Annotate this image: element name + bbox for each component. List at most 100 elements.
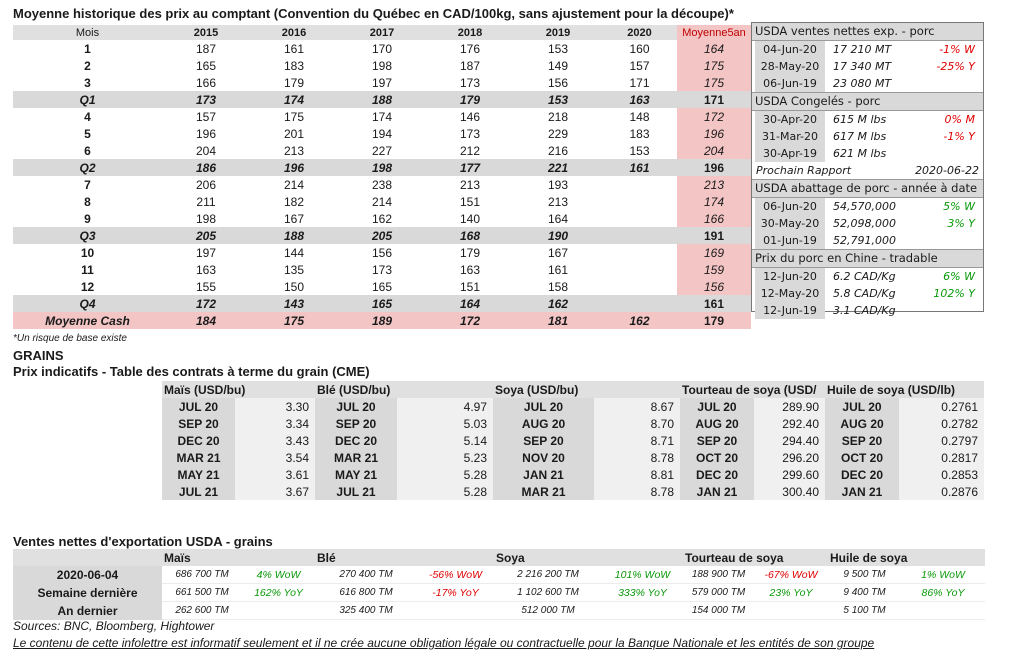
price-cell: 218 — [547, 109, 569, 124]
five-year-average: 174 — [677, 193, 751, 210]
price-cell: 175 — [250, 312, 338, 329]
export-change: 333% YoY — [602, 583, 683, 602]
contract-month: JUL 20 — [315, 398, 397, 415]
contract-month: SEP 20 — [162, 415, 235, 432]
export-volume: 154 000 TM — [683, 601, 754, 620]
export-change — [602, 601, 683, 620]
page-title: Moyenne historique des prix au comptant … — [13, 6, 734, 21]
price-cell: 162 — [371, 211, 393, 226]
price-cell: 193 — [547, 177, 569, 192]
usda-value: 52,791,000 — [833, 234, 896, 247]
contract-month: JUL 20 — [825, 398, 899, 415]
usda-row: 12-May-20 5.8 CAD/Kg 102% Y — [752, 285, 983, 302]
usda-row: 28-May-20 17 340 MT -25% Y — [752, 58, 983, 75]
contract-price: 300.40 — [754, 483, 825, 500]
price-cell: 150 — [283, 279, 305, 294]
price-cell: 144 — [283, 245, 305, 260]
export-change: 4% WoW — [242, 566, 315, 584]
usda-frozen-heading: USDA Congelés - porc — [752, 92, 983, 111]
price-cell: 198 — [371, 58, 393, 73]
row-label: 6 — [84, 143, 91, 158]
row-label: 12 — [80, 279, 95, 294]
usda-value: 52,098,000 — [833, 217, 896, 230]
month-row: 4 157 175 174 146 218 148 172 — [13, 108, 751, 125]
price-cell: 214 — [371, 194, 393, 209]
export-volume: 616 800 TM — [315, 583, 417, 602]
price-cell — [602, 261, 677, 278]
price-cell: 201 — [283, 126, 305, 141]
next-report-label: Prochain Rapport — [756, 164, 852, 177]
price-cell: 172 — [162, 295, 250, 312]
five-year-average: 175 — [677, 74, 751, 91]
price-cell: 204 — [195, 143, 217, 158]
contract-month: JAN 21 — [493, 466, 594, 483]
contract-price: 5.03 — [397, 415, 493, 432]
usda-panel: USDA ventes nettes exp. - porc 04-Jun-20… — [751, 22, 984, 319]
price-cell — [602, 295, 677, 312]
futures-row: SEP 20 3.34 SEP 20 5.03 AUG 20 8.70 AUG 20 292.… — [162, 415, 984, 432]
price-cell: 213 — [283, 143, 305, 158]
column-header: Moyenne5an — [677, 25, 751, 40]
usda-date: 30-Apr-19 — [755, 145, 825, 162]
usda-row: 30-May-20 52,098,000 3% Y — [752, 215, 983, 232]
export-commodity-header: Tourteau de soya — [683, 549, 828, 566]
price-cell: 177 — [426, 159, 514, 176]
usda-exports-list: 04-Jun-20 17 210 MT -1% W 28-May-20 17 340 M… — [752, 41, 983, 92]
five-year-average: 172 — [677, 108, 751, 125]
five-year-average: 196 — [677, 125, 751, 142]
price-cell: 155 — [195, 279, 217, 294]
export-row: 2020-06-04 686 700 TM 4% WoW 270 400 TM -56%… — [13, 566, 985, 584]
price-cell: 174 — [371, 109, 393, 124]
price-cell: 214 — [283, 177, 305, 192]
five-year-average: 159 — [677, 261, 751, 278]
export-volume: 9 400 TM — [828, 583, 901, 602]
contract-month: OCT 20 — [825, 449, 899, 466]
export-change — [242, 601, 315, 620]
usda-change: -25% Y — [936, 60, 975, 73]
price-cell: 165 — [195, 58, 217, 73]
usda-date: 12-May-20 — [755, 285, 825, 302]
price-cell: 190 — [514, 227, 602, 244]
export-header-row: Maïs Blé Soya Tourteau de soya Huile de soya — [13, 549, 985, 566]
contract-price: 0.2797 — [899, 432, 984, 449]
month-row: 1 187 161 170 176 153 160 164 — [13, 40, 751, 57]
row-label: 3 — [84, 75, 91, 90]
contract-month: MAR 21 — [162, 449, 235, 466]
contract-price: 8.70 — [594, 415, 680, 432]
price-cell: 151 — [459, 194, 481, 209]
usda-row: 06-Jun-20 54,570,000 5% W — [752, 198, 983, 215]
next-report-date: 2020-06-22 — [915, 164, 979, 177]
usda-row: 06-Jun-19 23 080 MT — [752, 75, 983, 92]
export-volume: 9 500 TM — [828, 566, 901, 584]
usda-change — [933, 232, 983, 249]
price-cell: 157 — [629, 58, 650, 73]
contract-month: MAR 21 — [493, 483, 594, 500]
contract-price: 4.97 — [397, 398, 493, 415]
price-cell — [602, 278, 677, 295]
usda-change — [933, 302, 983, 319]
commodity-header: Huile de soya (USD/lb) — [825, 381, 984, 398]
price-cell — [602, 210, 677, 227]
export-volume: 188 900 TM — [683, 566, 754, 584]
export-change: 1% WoW — [901, 566, 985, 584]
five-year-average: 196 — [677, 159, 751, 176]
usda-value: 17 340 MT — [833, 60, 892, 73]
row-label: Q4 — [13, 295, 162, 312]
usda-value: 617 M lbs — [833, 130, 887, 143]
contract-month: DEC 20 — [825, 466, 899, 483]
usda-date: 31-Mar-20 — [755, 128, 825, 145]
quarter-row: Q1 173 174 188 179 153 163 171 — [13, 91, 751, 108]
china-price-list: 12-Jun-20 6.2 CAD/Kg 6% W 12-May-20 5.8 CAD/… — [752, 268, 983, 319]
usda-value: 5.8 CAD/Kg — [833, 287, 896, 300]
contract-month: SEP 20 — [825, 432, 899, 449]
contract-month: JUL 21 — [315, 483, 397, 500]
contract-price: 0.2782 — [899, 415, 984, 432]
price-cell: 184 — [162, 312, 250, 329]
average-row: Moyenne Cash 184 175 189 172 181 162 179 — [13, 312, 751, 329]
usda-change: 3% Y — [947, 217, 975, 230]
export-header-blank — [13, 549, 162, 566]
contract-price: 8.71 — [594, 432, 680, 449]
export-change — [901, 601, 985, 620]
price-cell: 168 — [426, 227, 514, 244]
usda-slaughter-list: 06-Jun-20 54,570,000 5% W 30-May-20 52,098,0… — [752, 198, 983, 249]
